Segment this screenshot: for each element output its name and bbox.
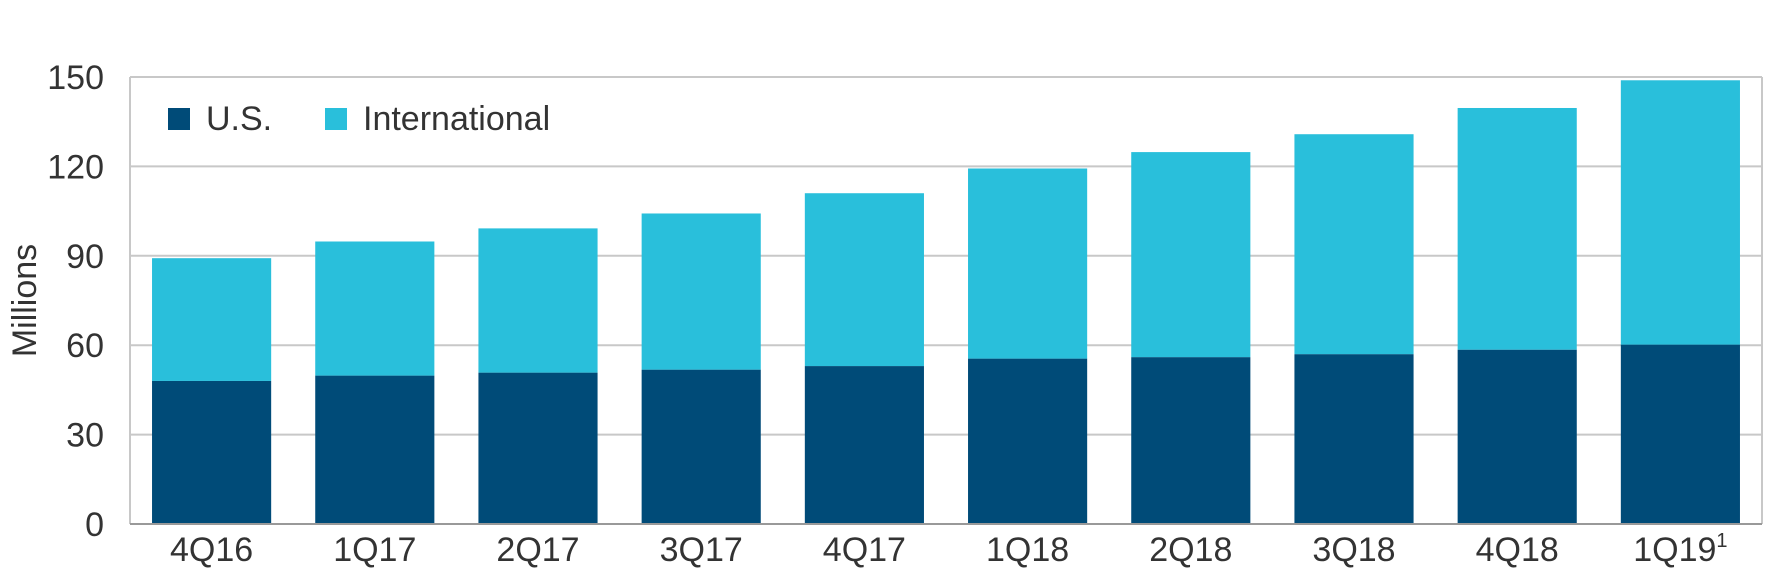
legend-swatch-us	[168, 108, 190, 130]
bar-us-4q16	[152, 380, 272, 524]
bar-international-3q18	[1294, 134, 1414, 355]
x-tick-label-text: 4Q18	[1476, 531, 1559, 569]
x-tick-superscript: 1	[1716, 530, 1727, 552]
bar-international-4q17	[804, 193, 924, 367]
y-tick-label: 30	[66, 417, 104, 455]
y-tick-label: 120	[47, 148, 104, 186]
legend-label-international: International	[363, 100, 550, 138]
x-tick-label-text: 1Q19	[1633, 531, 1716, 569]
bar-international-1q19	[1620, 80, 1740, 345]
x-tick-label-text: 2Q17	[496, 531, 579, 569]
x-tick-label: 4Q18	[1476, 531, 1559, 569]
y-tick-label: 0	[85, 506, 104, 544]
y-tick-label: 150	[47, 59, 104, 97]
bar-us-4q18	[1457, 349, 1577, 524]
bar-international-2q18	[1131, 152, 1251, 358]
legend: U.S. International	[168, 100, 550, 138]
bar-us-1q19	[1620, 344, 1740, 524]
bar-us-1q18	[968, 358, 1088, 524]
legend-swatch-international	[325, 108, 347, 130]
bar-us-2q17	[478, 372, 598, 524]
x-tick-label-text: 1Q18	[986, 531, 1069, 569]
bar-international-4q16	[152, 258, 272, 381]
x-tick-label: 4Q16	[170, 531, 253, 569]
x-tick-label-text: 3Q17	[660, 531, 743, 569]
x-tick-label: 2Q18	[1149, 531, 1232, 569]
bar-international-1q17	[315, 241, 435, 376]
bar-us-1q17	[315, 375, 435, 524]
x-tick-label: 1Q17	[333, 531, 416, 569]
y-tick-label: 60	[66, 327, 104, 365]
x-tick-label: 1Q18	[986, 531, 1069, 569]
bar-international-4q18	[1457, 107, 1577, 350]
x-tick-label: 4Q17	[823, 531, 906, 569]
x-tick-label-text: 3Q18	[1312, 531, 1395, 569]
x-tick-label: 1Q191	[1633, 530, 1727, 569]
bars	[152, 80, 1740, 524]
axes: 0 30 60 90 120 150 Millions 4Q16 1Q17 2Q17 3Q17 4Q1…	[6, 59, 1762, 569]
legend-label-us: U.S.	[206, 100, 272, 138]
x-tick-label-text: 2Q18	[1149, 531, 1232, 569]
x-tick-label-text: 4Q16	[170, 531, 253, 569]
bar-international-2q17	[478, 228, 598, 373]
bar-us-3q18	[1294, 354, 1414, 524]
y-axis-label: Millions	[6, 244, 44, 357]
bar-international-1q18	[968, 168, 1088, 359]
x-tick-label: 3Q17	[660, 531, 743, 569]
bar-us-3q17	[641, 369, 761, 524]
bar-us-4q17	[804, 366, 924, 524]
y-tick-label: 90	[66, 238, 104, 276]
x-tick-label: 2Q17	[496, 531, 579, 569]
x-tick-label: 3Q18	[1312, 531, 1395, 569]
bar-international-3q17	[641, 213, 761, 370]
x-tick-label-text: 1Q17	[333, 531, 416, 569]
bar-us-2q18	[1131, 357, 1251, 524]
x-tick-label-text: 4Q17	[823, 531, 906, 569]
